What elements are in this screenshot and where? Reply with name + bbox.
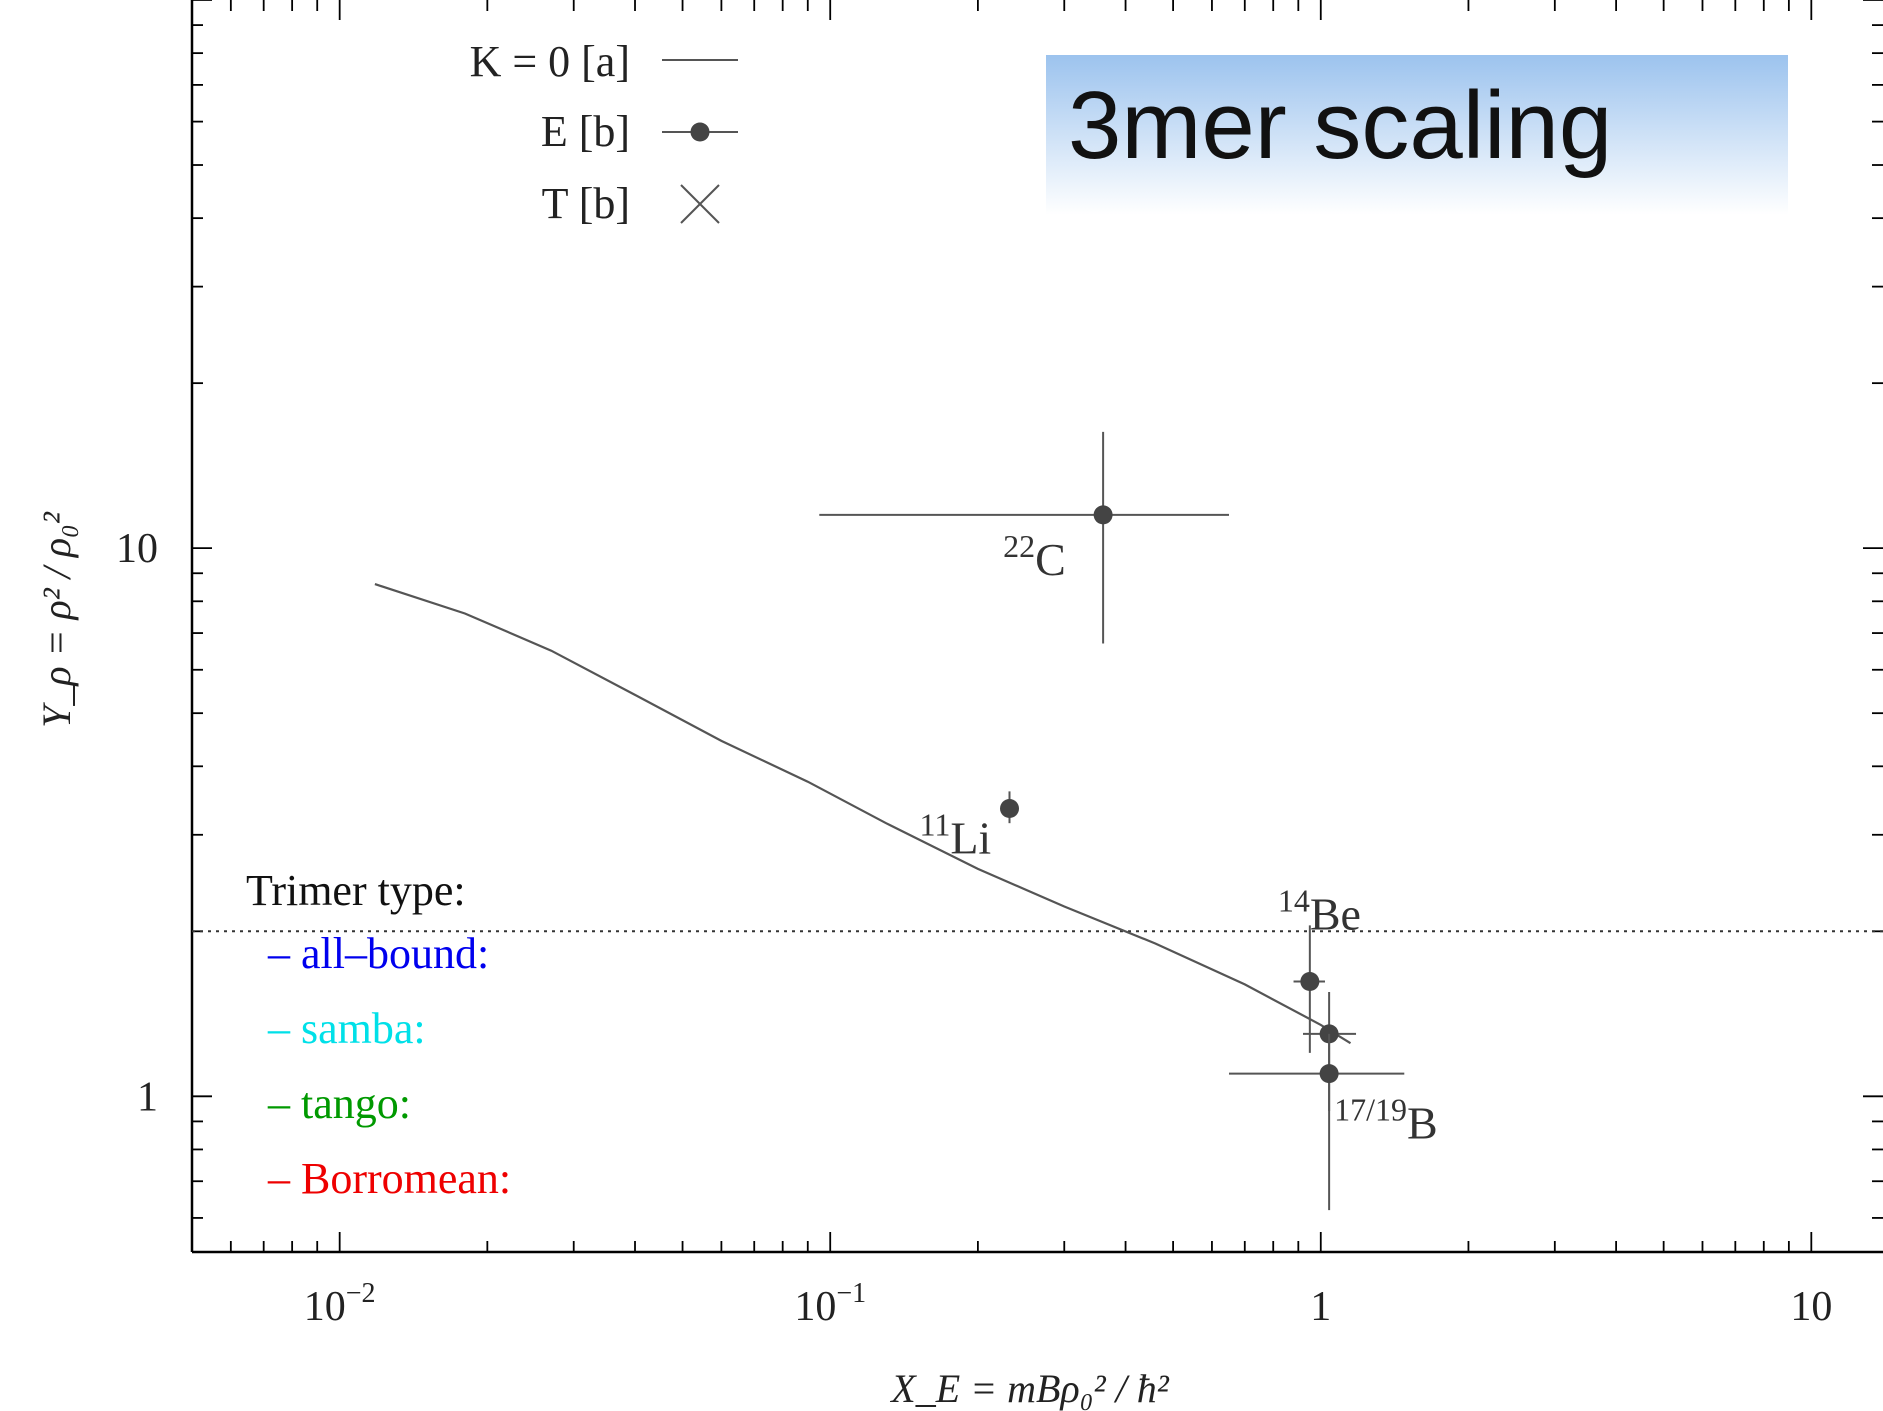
point-label: 11Li [920,807,992,864]
annotation-item: – samba: [267,1004,426,1053]
axis-ticks [191,0,1883,1252]
point-marker [1093,505,1113,525]
plot-frame [190,0,1883,1254]
legend-label: T [b] [542,179,630,228]
data-point [1000,791,1020,824]
legend-point-marker [690,122,710,142]
point-labels: 22C 11Li 14Be 17/19B [920,528,1438,1149]
x-tick-label: 10−2 [304,1278,376,1330]
data-point [819,431,1229,644]
x-tick-label: 10 [1790,1284,1832,1330]
data-point [1293,925,1325,1053]
x-tick-label: 1 [1310,1284,1331,1330]
trimer-type-annotation: Trimer type: – all–bound: – samba: – tango:… [246,866,511,1203]
banner-text: 3mer scaling [1068,72,1612,179]
banner-box [1046,55,1788,215]
legend-label: E [b] [541,107,630,156]
point-marker [1300,971,1320,991]
data-point [1228,1033,1405,1211]
legend: K = 0 [a] E [b] T [b] [470,37,738,228]
legend-cross-marker [680,184,720,224]
annotation-item: – all–bound: [267,929,489,978]
legend-label: K = 0 [a] [470,37,630,86]
series-line-k0 [374,583,1352,1045]
y-axis-label: Y_ρ = ρ² / ρ₀² [34,511,79,728]
data-points [819,431,1405,1211]
point-label: 22C [1003,528,1066,585]
y-tick-label: 10 [116,526,158,572]
point-marker [1319,1064,1339,1084]
tick-labels: 10−2 10−1 1 10 1 10 [116,526,1832,1330]
x-tick-label: 10−1 [794,1278,866,1330]
y-tick-label: 1 [137,1074,158,1120]
x-axis-label: X_E = mBρ₀² / ħ² [889,1366,1169,1411]
annotation-item: – tango: [267,1079,411,1128]
annotation-title: Trimer type: [246,866,466,915]
annotation-item: – Borromean: [267,1154,511,1203]
point-label: 17/19B [1334,1092,1438,1149]
point-marker [1000,799,1020,819]
point-label: 14Be [1278,882,1361,939]
